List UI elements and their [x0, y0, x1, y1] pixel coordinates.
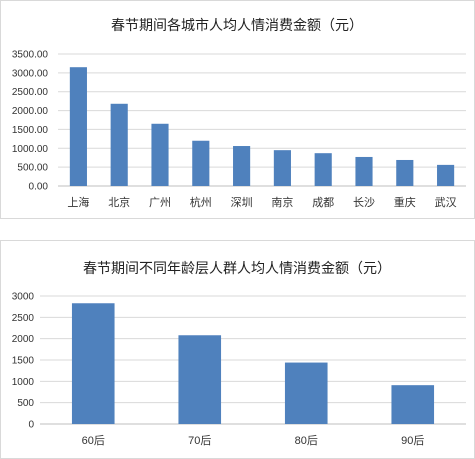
chart2-x-axis: 60后 70后 80后 90后: [82, 434, 425, 447]
chart1-category-label: 北京: [108, 195, 130, 209]
chart2-y-axis: 0 500 1000 1500 2000 2500 3000: [12, 292, 35, 431]
chart1-y-tick-label: 2500.00: [12, 87, 49, 98]
chart1-y-tick-label: 3000.00: [12, 68, 49, 79]
chart1-y-tick-label: 2000.00: [12, 106, 49, 117]
chart1-y-tick-label: 1000.00: [12, 144, 49, 155]
chart2-category-label: 70后: [188, 434, 211, 447]
chart1-category-label: 长沙: [353, 196, 375, 209]
chart1-y-tick-label: 3500.00: [12, 50, 49, 61]
chart2-y-tick-label: 3000: [12, 292, 35, 303]
chart1-category-label: 广州: [149, 196, 171, 209]
chart1-bar: [151, 123, 169, 186]
chart1-category-label: 成都: [312, 196, 334, 209]
chart2-bar: [284, 362, 328, 424]
chart1-category-label: 杭州: [190, 195, 212, 209]
chart1-category-label: 上海: [67, 195, 89, 209]
chart2-category-label: 90后: [401, 434, 424, 447]
chart1-bar: [192, 140, 210, 186]
chart2-bar: [178, 335, 222, 424]
chart2-bar: [71, 303, 115, 424]
chart1-bar: [273, 150, 291, 186]
chart2-y-tick-label: 2500: [12, 313, 35, 324]
chart1-category-label: 武汉: [435, 196, 457, 209]
chart1-title: 春节期间各城市人均人情消费金额（元）: [111, 17, 363, 34]
chart2-y-tick-label: 500: [17, 398, 34, 409]
chart1-category-label: 深圳: [231, 196, 253, 209]
chart1-y-tick-label: 500.00: [17, 163, 48, 174]
chart1-category-label: 重庆: [394, 195, 416, 209]
chart1-y-tick-label: 0.00: [29, 182, 49, 193]
chart2-bar: [391, 385, 435, 424]
chart1-bars: [69, 67, 455, 186]
chart2-y-tick-label: 2000: [12, 334, 35, 345]
chart1-bar: [355, 156, 373, 186]
chart2-y-tick-label: 1000: [12, 377, 35, 388]
chart2-category-label: 80后: [295, 434, 318, 447]
chart1-bar: [396, 159, 414, 186]
chart1-bar: [69, 67, 87, 186]
chart1-bar: [110, 103, 128, 186]
chart2-title: 春节期间不同年龄层人群人均人情消费金额（元）: [83, 261, 391, 277]
chart1-category-label: 南京: [271, 195, 293, 209]
chart1-x-axis: 上海 北京 广州 杭州 深圳 南京 成都 长沙 重庆 武汉: [67, 195, 456, 209]
chart2-category-label: 60后: [82, 434, 105, 447]
chart1-bar: [233, 146, 251, 186]
chart1-bar: [437, 164, 455, 186]
chart2-y-tick-label: 0: [28, 420, 34, 431]
chart1-bar: [314, 153, 332, 186]
chart2-bars: [71, 303, 435, 424]
chart2-y-tick-label: 1500: [12, 356, 35, 367]
chart1-y-axis: 0.00 500.00 1000.00 1500.00 2000.00 2500.00 30…: [12, 50, 49, 193]
chart1-y-tick-label: 1500.00: [12, 125, 49, 136]
